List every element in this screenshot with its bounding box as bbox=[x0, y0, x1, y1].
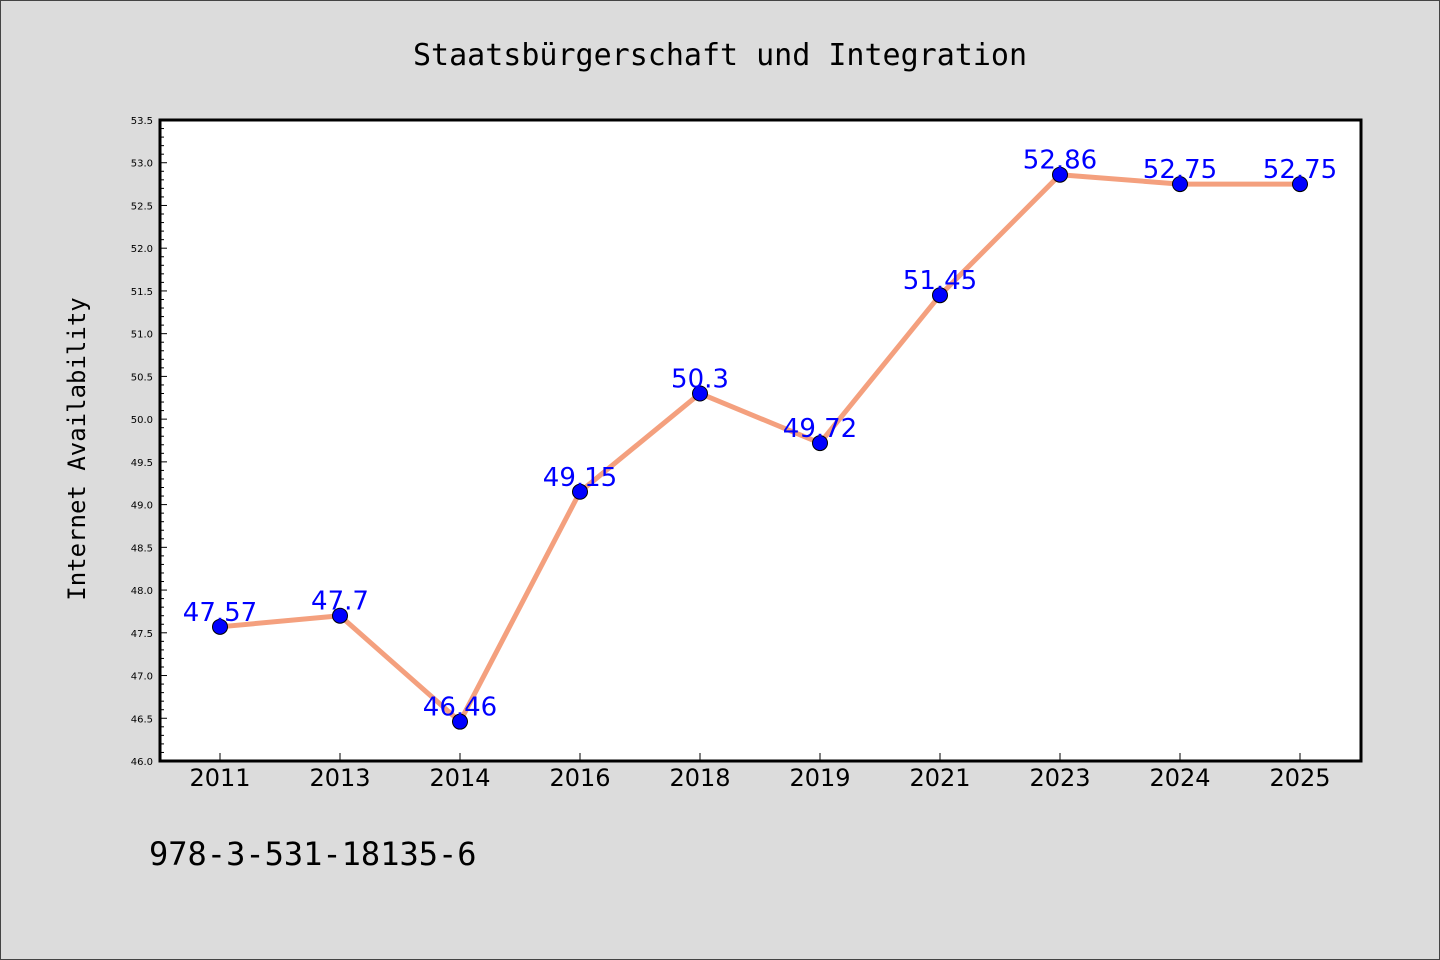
x-tick-label: 2024 bbox=[1149, 764, 1210, 792]
x-tick-label: 2019 bbox=[789, 764, 850, 792]
data-point-marker bbox=[932, 287, 948, 304]
series-layer: 47.57 47.7 46.46 49.15 50.3 49.72 51.45 52.86 52… bbox=[183, 146, 1337, 730]
data-label: 47.7 bbox=[311, 587, 369, 617]
data-point-marker bbox=[1052, 166, 1068, 183]
data-point-marker bbox=[332, 607, 348, 624]
data-point-marker bbox=[452, 713, 468, 730]
x-tick-label: 2023 bbox=[1029, 764, 1090, 792]
data-label: 52.75 bbox=[1263, 155, 1337, 185]
data-point-marker bbox=[572, 483, 588, 500]
y-tick-label: 47.0 bbox=[131, 672, 153, 683]
y-tick-label: 49.0 bbox=[131, 501, 153, 512]
data-point-marker bbox=[1292, 176, 1308, 193]
isbn-label: 978-3-531-18135-6 bbox=[149, 835, 477, 873]
y-axis-label: Internet Availability bbox=[63, 297, 91, 600]
chart-title: Staatsbürgerschaft und Integration bbox=[413, 38, 1027, 73]
x-tick-label: 2014 bbox=[429, 764, 490, 792]
data-label: 46.46 bbox=[423, 693, 497, 723]
data-point-marker bbox=[692, 385, 708, 402]
series-line bbox=[217, 172, 1303, 725]
y-axis: 46.0 46.5 47.0 47.5 48.0 48.5 49.0 49.5 50.0 50.5… bbox=[131, 116, 167, 768]
x-tick-label: 2011 bbox=[189, 764, 250, 792]
data-point-marker bbox=[212, 618, 228, 635]
y-tick-label: 49.5 bbox=[131, 458, 153, 469]
data-label: 49.15 bbox=[543, 463, 617, 493]
y-tick-label: 52.0 bbox=[131, 244, 153, 255]
x-tick-label: 2025 bbox=[1269, 764, 1330, 792]
x-tick-label: 2021 bbox=[909, 764, 970, 792]
y-tick-label: 46.5 bbox=[131, 714, 153, 725]
y-tick-label: 53.5 bbox=[131, 116, 153, 127]
y-tick-label: 51.5 bbox=[131, 287, 153, 298]
y-tick-label: 46.0 bbox=[131, 757, 153, 768]
y-tick-label: 50.5 bbox=[131, 372, 153, 383]
x-tick-label: 2016 bbox=[549, 764, 610, 792]
y-tick-label: 47.5 bbox=[131, 629, 153, 640]
y-tick-label: 52.5 bbox=[131, 201, 153, 212]
data-label: 49.72 bbox=[783, 414, 857, 444]
data-label: 50.3 bbox=[671, 364, 729, 394]
data-label: 47.57 bbox=[183, 598, 257, 628]
data-label: 52.86 bbox=[1023, 146, 1097, 176]
y-tick-label: 53.0 bbox=[131, 159, 153, 170]
data-label: 52.75 bbox=[1143, 155, 1217, 185]
x-axis: 2011 2013 2014 2016 2018 2019 2021 2023 2024 2025 bbox=[189, 753, 1331, 792]
data-label: 51.45 bbox=[903, 266, 977, 296]
y-tick-label: 51.0 bbox=[131, 330, 153, 341]
y-tick-label: 48.0 bbox=[131, 586, 153, 597]
data-point-marker bbox=[812, 435, 828, 452]
y-tick-label: 48.5 bbox=[131, 543, 153, 554]
plot-area bbox=[158, 118, 1363, 763]
data-point-marker bbox=[1172, 176, 1188, 193]
y-tick-label: 50.0 bbox=[131, 415, 153, 426]
x-tick-label: 2018 bbox=[669, 764, 730, 792]
x-tick-label: 2013 bbox=[309, 764, 370, 792]
